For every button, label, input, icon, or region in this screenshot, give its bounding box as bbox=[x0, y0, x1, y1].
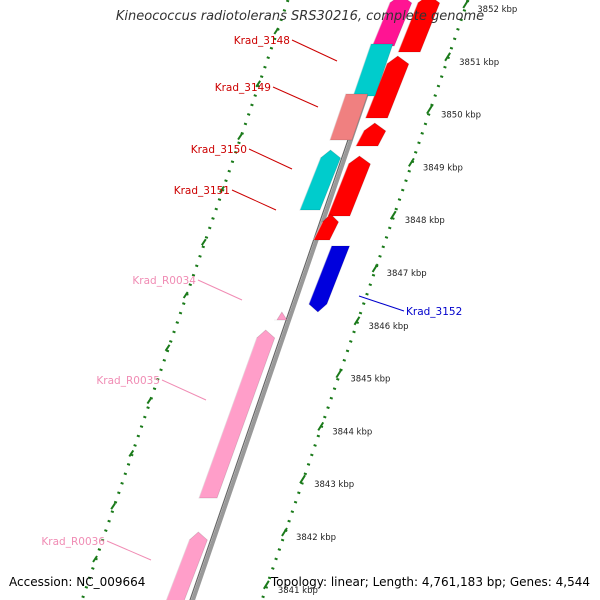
gene-label[interactable]: Krad_3148 bbox=[234, 35, 290, 47]
rrna-krad_r0036[interactable] bbox=[163, 531, 208, 600]
gene-label[interactable]: Krad_R0034 bbox=[132, 275, 196, 287]
cds-krad_3152[interactable] bbox=[308, 245, 351, 313]
cds-reverse-krad_3148[interactable] bbox=[352, 43, 394, 97]
kbp-tick-mark bbox=[335, 369, 343, 379]
kbp-tick-label: 3843 kbp bbox=[314, 480, 354, 490]
gene-label[interactable]: Krad_3152 bbox=[406, 306, 462, 318]
kbp-tick-label: 3841 kbp bbox=[278, 586, 318, 596]
kbp-tick-label: 3846 kbp bbox=[368, 322, 408, 332]
kbp-tick-label: 3844 kbp bbox=[332, 427, 372, 437]
kbp-tick-mark bbox=[317, 421, 325, 431]
cds-forward-krad_3149-bevel bbox=[355, 130, 365, 147]
gene-label-leader bbox=[248, 148, 293, 170]
gene-label-leader bbox=[197, 279, 243, 301]
kbp-tick-mark bbox=[353, 316, 361, 326]
left-rail-tick bbox=[219, 185, 225, 193]
cds-reverse-magenta-bevel bbox=[371, 2, 391, 47]
cds-reverse-krad_3150[interactable] bbox=[299, 149, 341, 211]
kbp-tick-mark bbox=[462, 0, 470, 9]
kbp-tick-mark bbox=[408, 157, 415, 167]
left-rail-tick bbox=[110, 502, 117, 510]
kbp-tick-label: 3852 kbp bbox=[477, 5, 517, 15]
accession-label: Accession: NC_009664 bbox=[9, 575, 146, 589]
gene-label-leader bbox=[272, 86, 319, 108]
cds-krad_3152-bevel bbox=[308, 245, 333, 305]
gene-label[interactable]: Krad_3149 bbox=[215, 82, 271, 94]
cds-forward-krad_3147[interactable] bbox=[397, 0, 441, 53]
rrna-krad_r0035-bevel bbox=[198, 337, 258, 499]
left-rail-tick bbox=[164, 344, 171, 352]
left-rail-tick bbox=[200, 238, 207, 246]
gene-label-leader bbox=[106, 540, 152, 561]
left-rail-tick bbox=[237, 133, 243, 141]
kbp-tick-label: 3850 kbp bbox=[441, 111, 481, 121]
kbp-tick-mark bbox=[299, 474, 306, 484]
gene-label[interactable]: Krad_R0035 bbox=[96, 375, 160, 387]
rrna-krad_r0036-bevel bbox=[165, 539, 190, 600]
cds-reverse-krad_3150-bevel bbox=[299, 157, 321, 211]
cds-forward-krad_3147-bevel bbox=[397, 2, 419, 53]
cds-forward-krad_3151[interactable] bbox=[312, 213, 340, 241]
cds-reverse-magenta[interactable] bbox=[371, 0, 413, 47]
kbp-tick-mark bbox=[262, 580, 270, 590]
gene-label-leader bbox=[231, 189, 277, 211]
left-rail-tick bbox=[128, 449, 135, 457]
gene-label[interactable]: Krad_3151 bbox=[174, 185, 230, 197]
rrna-krad_r0035[interactable] bbox=[198, 329, 276, 499]
kbp-tick-mark bbox=[371, 263, 379, 273]
kbp-tick-label: 3847 kbp bbox=[387, 269, 427, 279]
cds-forward-krad_3149[interactable] bbox=[355, 122, 387, 147]
cds-forward-krad_3150-bevel bbox=[327, 163, 349, 217]
kbp-tick-mark bbox=[389, 210, 397, 220]
kbp-tick-label: 3849 kbp bbox=[423, 163, 463, 173]
genome-summary: Topology: linear; Length: 4,761,183 bp; … bbox=[270, 575, 590, 589]
kbp-tick-label: 3845 kbp bbox=[350, 375, 390, 385]
gene-label[interactable]: Krad_R0036 bbox=[41, 536, 105, 548]
kbp-tick-label: 3842 kbp bbox=[296, 533, 336, 543]
kbp-tick-mark bbox=[426, 105, 433, 115]
cds-forward-krad_3148[interactable] bbox=[364, 55, 410, 119]
left-rail-tick bbox=[255, 80, 262, 88]
cds-reverse-krad_3149-bevel bbox=[329, 93, 347, 141]
cds-reverse-krad_3148-bevel bbox=[352, 43, 372, 97]
left-rail-tick bbox=[92, 555, 98, 563]
cds-reverse-krad_3149[interactable] bbox=[329, 93, 369, 141]
gene-label[interactable]: Krad_3150 bbox=[191, 144, 247, 156]
left-rail-tick bbox=[273, 27, 280, 35]
kbp-tick-mark bbox=[444, 52, 451, 62]
kbp-tick-mark bbox=[281, 527, 288, 537]
map-title: Kineococcus radiotolerans SRS30216, comp… bbox=[115, 9, 485, 24]
gene-label-leader bbox=[358, 295, 405, 312]
gene-label-leader bbox=[291, 39, 338, 62]
kbp-tick-label: 3848 kbp bbox=[405, 216, 445, 226]
cds-forward-krad_3151-bevel bbox=[313, 221, 323, 241]
left-rail-tick bbox=[146, 397, 153, 405]
cds-forward-krad_3150[interactable] bbox=[327, 155, 371, 217]
gene-label-leader bbox=[161, 379, 207, 401]
left-rail-tick bbox=[182, 291, 189, 299]
rrna-krad_r0034[interactable] bbox=[274, 311, 288, 321]
kbp-tick-label: 3851 kbp bbox=[459, 58, 499, 68]
